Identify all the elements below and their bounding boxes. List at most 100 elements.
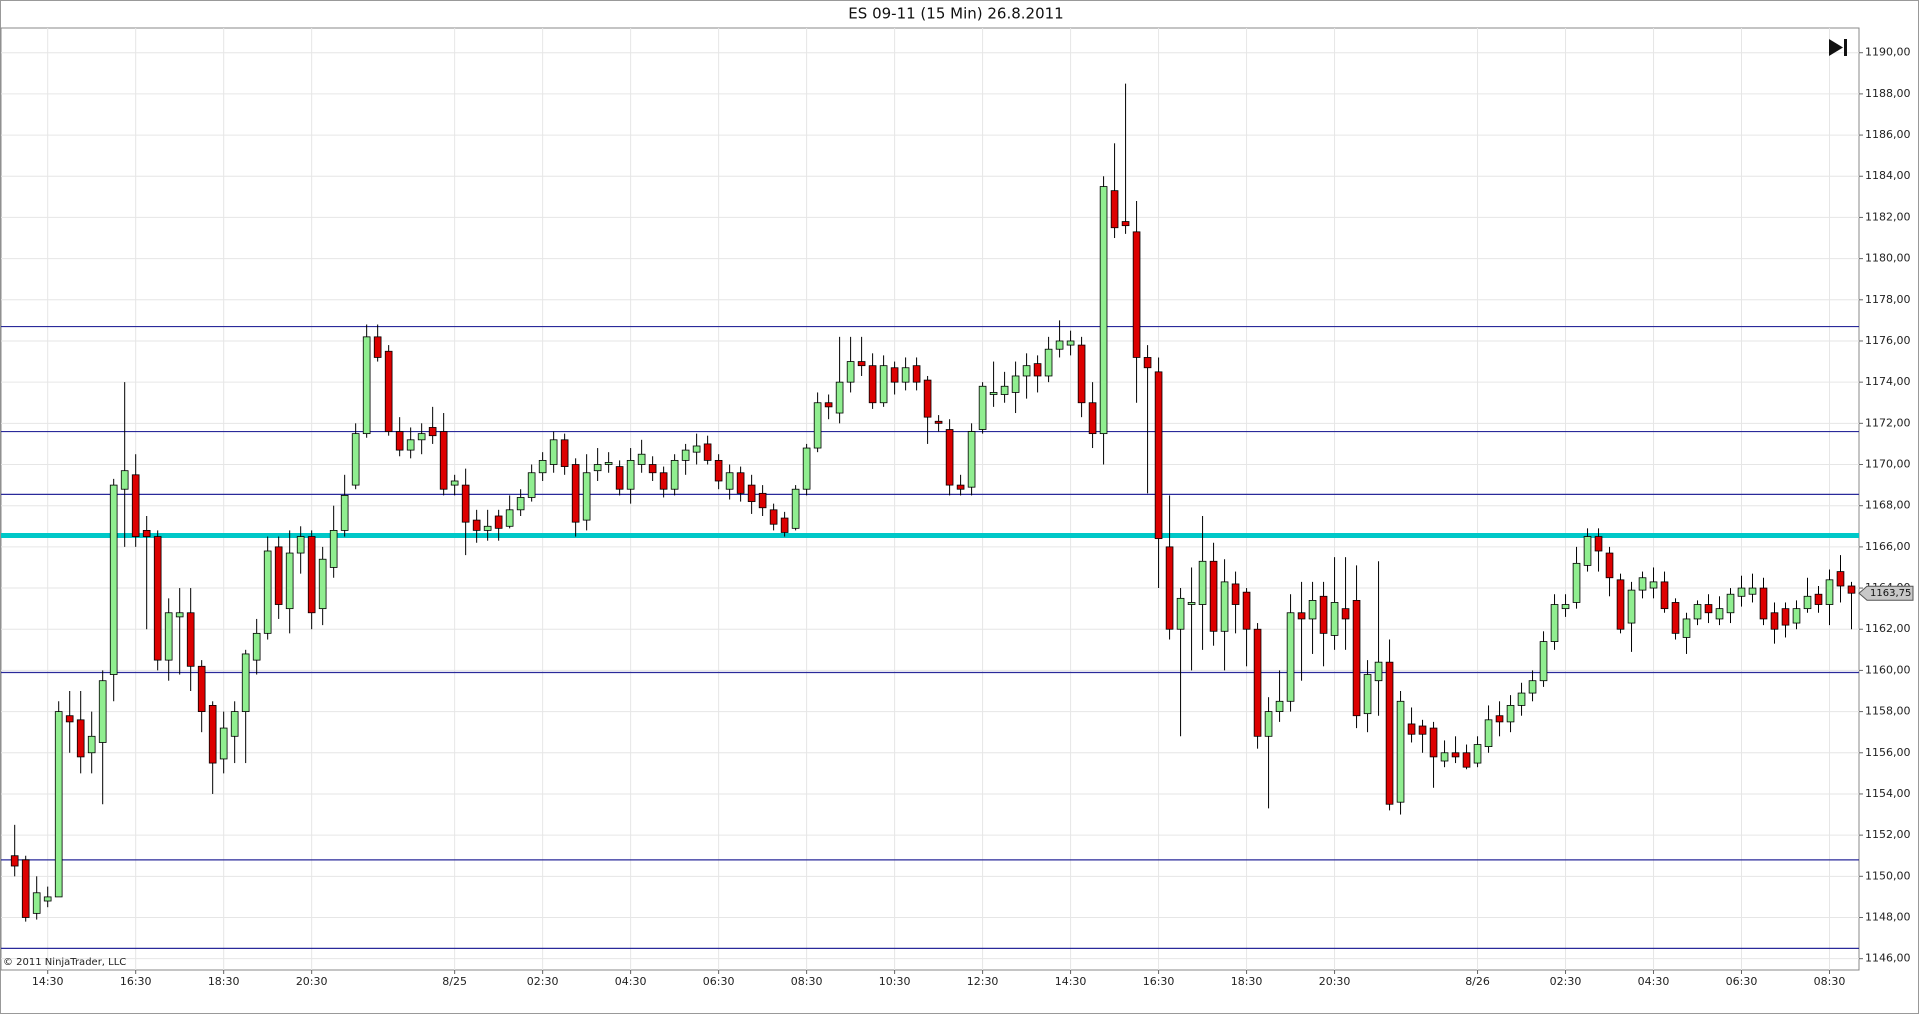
- candle-body: [1198, 560, 1207, 605]
- candle-body: [681, 449, 690, 461]
- candle-body: [648, 464, 657, 474]
- candle-body: [1781, 608, 1790, 626]
- candle-body: [219, 727, 228, 760]
- x-tick-label: 02:30: [527, 975, 559, 988]
- candle-body: [373, 336, 382, 358]
- candle-body: [1033, 363, 1042, 377]
- candle-body: [32, 892, 41, 914]
- candle-body: [945, 429, 954, 486]
- candle-body: [362, 336, 371, 435]
- candle-body: [1561, 604, 1570, 610]
- candle-body: [1176, 597, 1185, 630]
- candle-body: [87, 735, 96, 754]
- x-tick-label: 08:30: [791, 975, 823, 988]
- candle-body: [1495, 715, 1504, 723]
- candle-body: [1550, 604, 1559, 642]
- candle-body: [538, 459, 547, 474]
- candle-body: [527, 472, 536, 498]
- candle-body: [516, 497, 525, 511]
- candle-body: [846, 361, 855, 383]
- y-tick-label: 1158,00: [1865, 705, 1911, 718]
- candle-body: [978, 385, 987, 430]
- play-icon[interactable]: [1829, 39, 1843, 56]
- candle-body: [505, 509, 514, 527]
- plot-frame: [0, 27, 1860, 971]
- x-tick-label: 18:30: [208, 975, 240, 988]
- candle-body: [230, 711, 239, 737]
- y-tick-label: 1186,00: [1865, 128, 1911, 141]
- candle-body: [1715, 608, 1724, 620]
- candle-body: [879, 365, 888, 404]
- candle-body: [923, 379, 932, 418]
- candle-body: [1429, 727, 1438, 758]
- candle-body: [197, 665, 206, 712]
- scroll-to-end-button[interactable]: [1829, 39, 1847, 56]
- y-tick-label: 1156,00: [1865, 746, 1911, 759]
- candle-body: [1825, 579, 1834, 605]
- candle-body: [417, 433, 426, 441]
- y-tick-label: 1166,00: [1865, 540, 1911, 553]
- candle-body: [934, 420, 943, 424]
- candle-body: [1242, 591, 1251, 630]
- candle-body: [725, 472, 734, 490]
- candle-body: [813, 402, 822, 449]
- candle-body: [593, 464, 602, 472]
- candle-body: [1748, 587, 1757, 595]
- x-tick-label: 14:30: [32, 975, 64, 988]
- candle-body: [1209, 560, 1218, 632]
- candle-body: [1737, 587, 1746, 597]
- y-tick-label: 1178,00: [1865, 293, 1911, 306]
- candle-body: [1110, 190, 1119, 229]
- candle-body: [1055, 340, 1064, 350]
- y-tick-label: 1148,00: [1865, 910, 1911, 923]
- candle-body: [1077, 344, 1086, 404]
- y-tick-label: 1168,00: [1865, 499, 1911, 512]
- candle-body: [98, 680, 107, 743]
- candle-body: [483, 525, 492, 531]
- candle-body: [1594, 536, 1603, 552]
- candle-body: [736, 472, 745, 494]
- candle-body: [340, 494, 349, 531]
- candle-body: [967, 431, 976, 488]
- candle-body: [1341, 608, 1350, 620]
- candle-body: [1506, 705, 1515, 723]
- x-tick-label: 02:30: [1550, 975, 1582, 988]
- candle-body: [1011, 375, 1020, 393]
- candle-body: [1792, 608, 1801, 624]
- candle-body: [109, 484, 118, 675]
- candle-body: [65, 715, 74, 723]
- candle-body: [1517, 692, 1526, 706]
- y-tick-label: 1170,00: [1865, 458, 1911, 471]
- candle-body: [780, 517, 789, 533]
- levels: [1, 325, 1859, 949]
- x-tick-label: 04:30: [615, 975, 647, 988]
- candle-body: [1528, 680, 1537, 694]
- candle-body: [582, 472, 591, 521]
- candle-body: [307, 536, 316, 614]
- y-tick-label: 1176,00: [1865, 334, 1911, 347]
- end-bar-icon[interactable]: [1844, 39, 1847, 56]
- candle-body: [131, 474, 140, 537]
- candle-body: [637, 453, 646, 465]
- candle-body: [274, 546, 283, 605]
- candle-body: [142, 530, 151, 537]
- candle-body: [384, 350, 393, 432]
- candle-body: [824, 402, 833, 408]
- candle-body: [1143, 357, 1152, 369]
- candle-body: [560, 439, 569, 467]
- candle-body: [1407, 723, 1416, 735]
- candle-body: [549, 439, 558, 465]
- candle-body: [1132, 231, 1141, 358]
- candle-body: [1660, 581, 1669, 610]
- candle-body: [1066, 340, 1075, 346]
- candle-body: [1418, 725, 1427, 735]
- candle-body: [1616, 579, 1625, 630]
- candle-body: [1847, 585, 1856, 594]
- candle-body: [1649, 581, 1658, 589]
- x-tick-label: 18:30: [1231, 975, 1263, 988]
- candle-body: [120, 470, 129, 490]
- candle-body: [692, 445, 701, 453]
- candle-body: [406, 439, 415, 451]
- x-tick-label: 8/25: [442, 975, 467, 988]
- candle-body: [626, 459, 635, 490]
